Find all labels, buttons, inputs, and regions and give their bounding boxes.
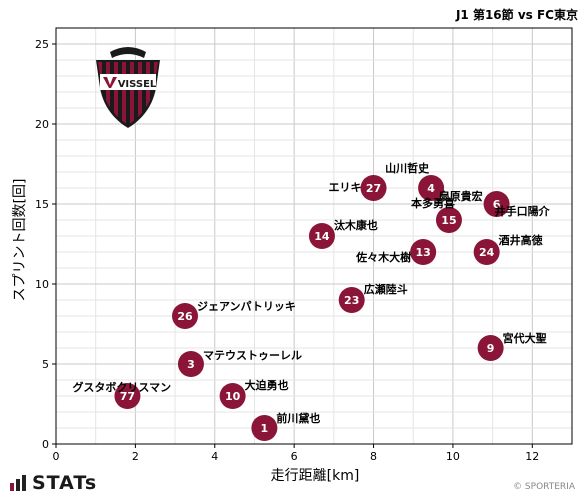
point-number: 13 [415,246,430,259]
point-label: ジェアンパトリッキ [197,300,296,313]
point-marker [477,335,504,361]
point-label: エリキ [329,181,362,194]
point-label: 井手口陽介 [495,204,551,218]
point-number: 4 [427,182,435,195]
copyright-credit: © SPORTERIA [513,482,575,492]
stats-logo-icon [10,475,26,491]
y-tick-label: 10 [35,278,49,291]
point-marker [483,191,510,217]
point-number: 23 [344,294,359,307]
point-number: 10 [225,390,241,403]
point-label: グスタボクリスマン [72,380,171,394]
point-label: マテウストゥーレル [203,349,302,362]
point-marker [473,239,500,265]
data-point: 10 大迫勇也 [219,378,289,409]
point-label: 前川黛也 [276,411,320,425]
x-axis-label: 走行距離[km] [271,467,360,484]
point-marker [114,383,141,409]
footer-brand: STATs [10,472,97,494]
data-point: 3 マテウストゥーレル [177,349,302,377]
data-point: 9 宮代大聖 [477,331,547,361]
point-number: 24 [479,246,495,259]
point-marker [177,351,204,377]
data-point: 扇原貴宏 [439,189,483,203]
point-marker [172,303,198,329]
x-tick-label: 10 [446,450,460,463]
y-tick-label: 5 [42,358,49,371]
point-number: 1 [261,422,269,435]
point-marker [360,175,387,201]
x-tick-label: 0 [53,450,60,463]
data-point: 24 酒井高徳 [473,233,543,265]
point-number: 9 [487,342,495,355]
data-point: 13 佐々木大樹 [355,239,437,265]
x-tick-label: 12 [525,450,539,463]
point-marker [435,207,462,233]
point-label: 扇原貴宏 [439,189,483,203]
point-label: 佐々木大樹 [355,250,411,264]
point-label: 大迫勇也 [245,378,289,392]
point-number: 26 [177,310,193,323]
point-marker [308,223,335,249]
data-point: 14 汰木康也 [308,218,378,249]
point-number: 14 [314,230,330,243]
y-tick-label: 20 [35,118,49,131]
data-point: 27 エリキ [329,175,387,201]
data-point: 15 本多勇喜 [411,196,462,233]
x-tick-label: 2 [132,450,139,463]
x-tick-label: 4 [211,450,218,463]
point-marker [251,415,278,441]
plot-frame [55,27,573,445]
point-label: 酒井高徳 [499,233,543,247]
data-point: 23 広瀬陸斗 [338,282,408,313]
stats-brand-text: STATs [32,472,98,494]
point-number: 15 [441,214,456,227]
point-label: 山川哲史 [385,161,430,175]
point-marker [219,383,246,409]
point-label: 汰木康也 [334,218,378,232]
point-number: 6 [493,198,501,211]
point-label: 宮代大聖 [503,331,547,345]
vissel-logo: VISSEL [96,47,160,128]
point-marker [338,287,365,313]
chart-title: J1 第16節 vs FC東京 [455,7,578,22]
point-number: 77 [120,390,135,403]
point-label: 広瀬陸斗 [364,282,408,296]
x-tick-label: 6 [291,450,298,463]
data-point: 26 ジェアンパトリッキ [172,300,296,329]
data-point: 1 前川黛也 [251,411,320,441]
point-label: 本多勇喜 [411,196,455,210]
x-tick-label: 8 [370,450,377,463]
point-marker [418,175,445,201]
point-number: 3 [187,358,195,371]
point-number: 27 [366,182,381,195]
point-marker [410,239,437,265]
data-point: 4 山川哲史 [385,161,445,201]
y-axis-label: スプリント回数[回] [12,179,28,302]
y-tick-label: 15 [35,198,49,211]
y-tick-label: 25 [35,38,49,51]
svg-text:VISSEL: VISSEL [118,79,157,90]
y-tick-label: 0 [42,438,49,451]
